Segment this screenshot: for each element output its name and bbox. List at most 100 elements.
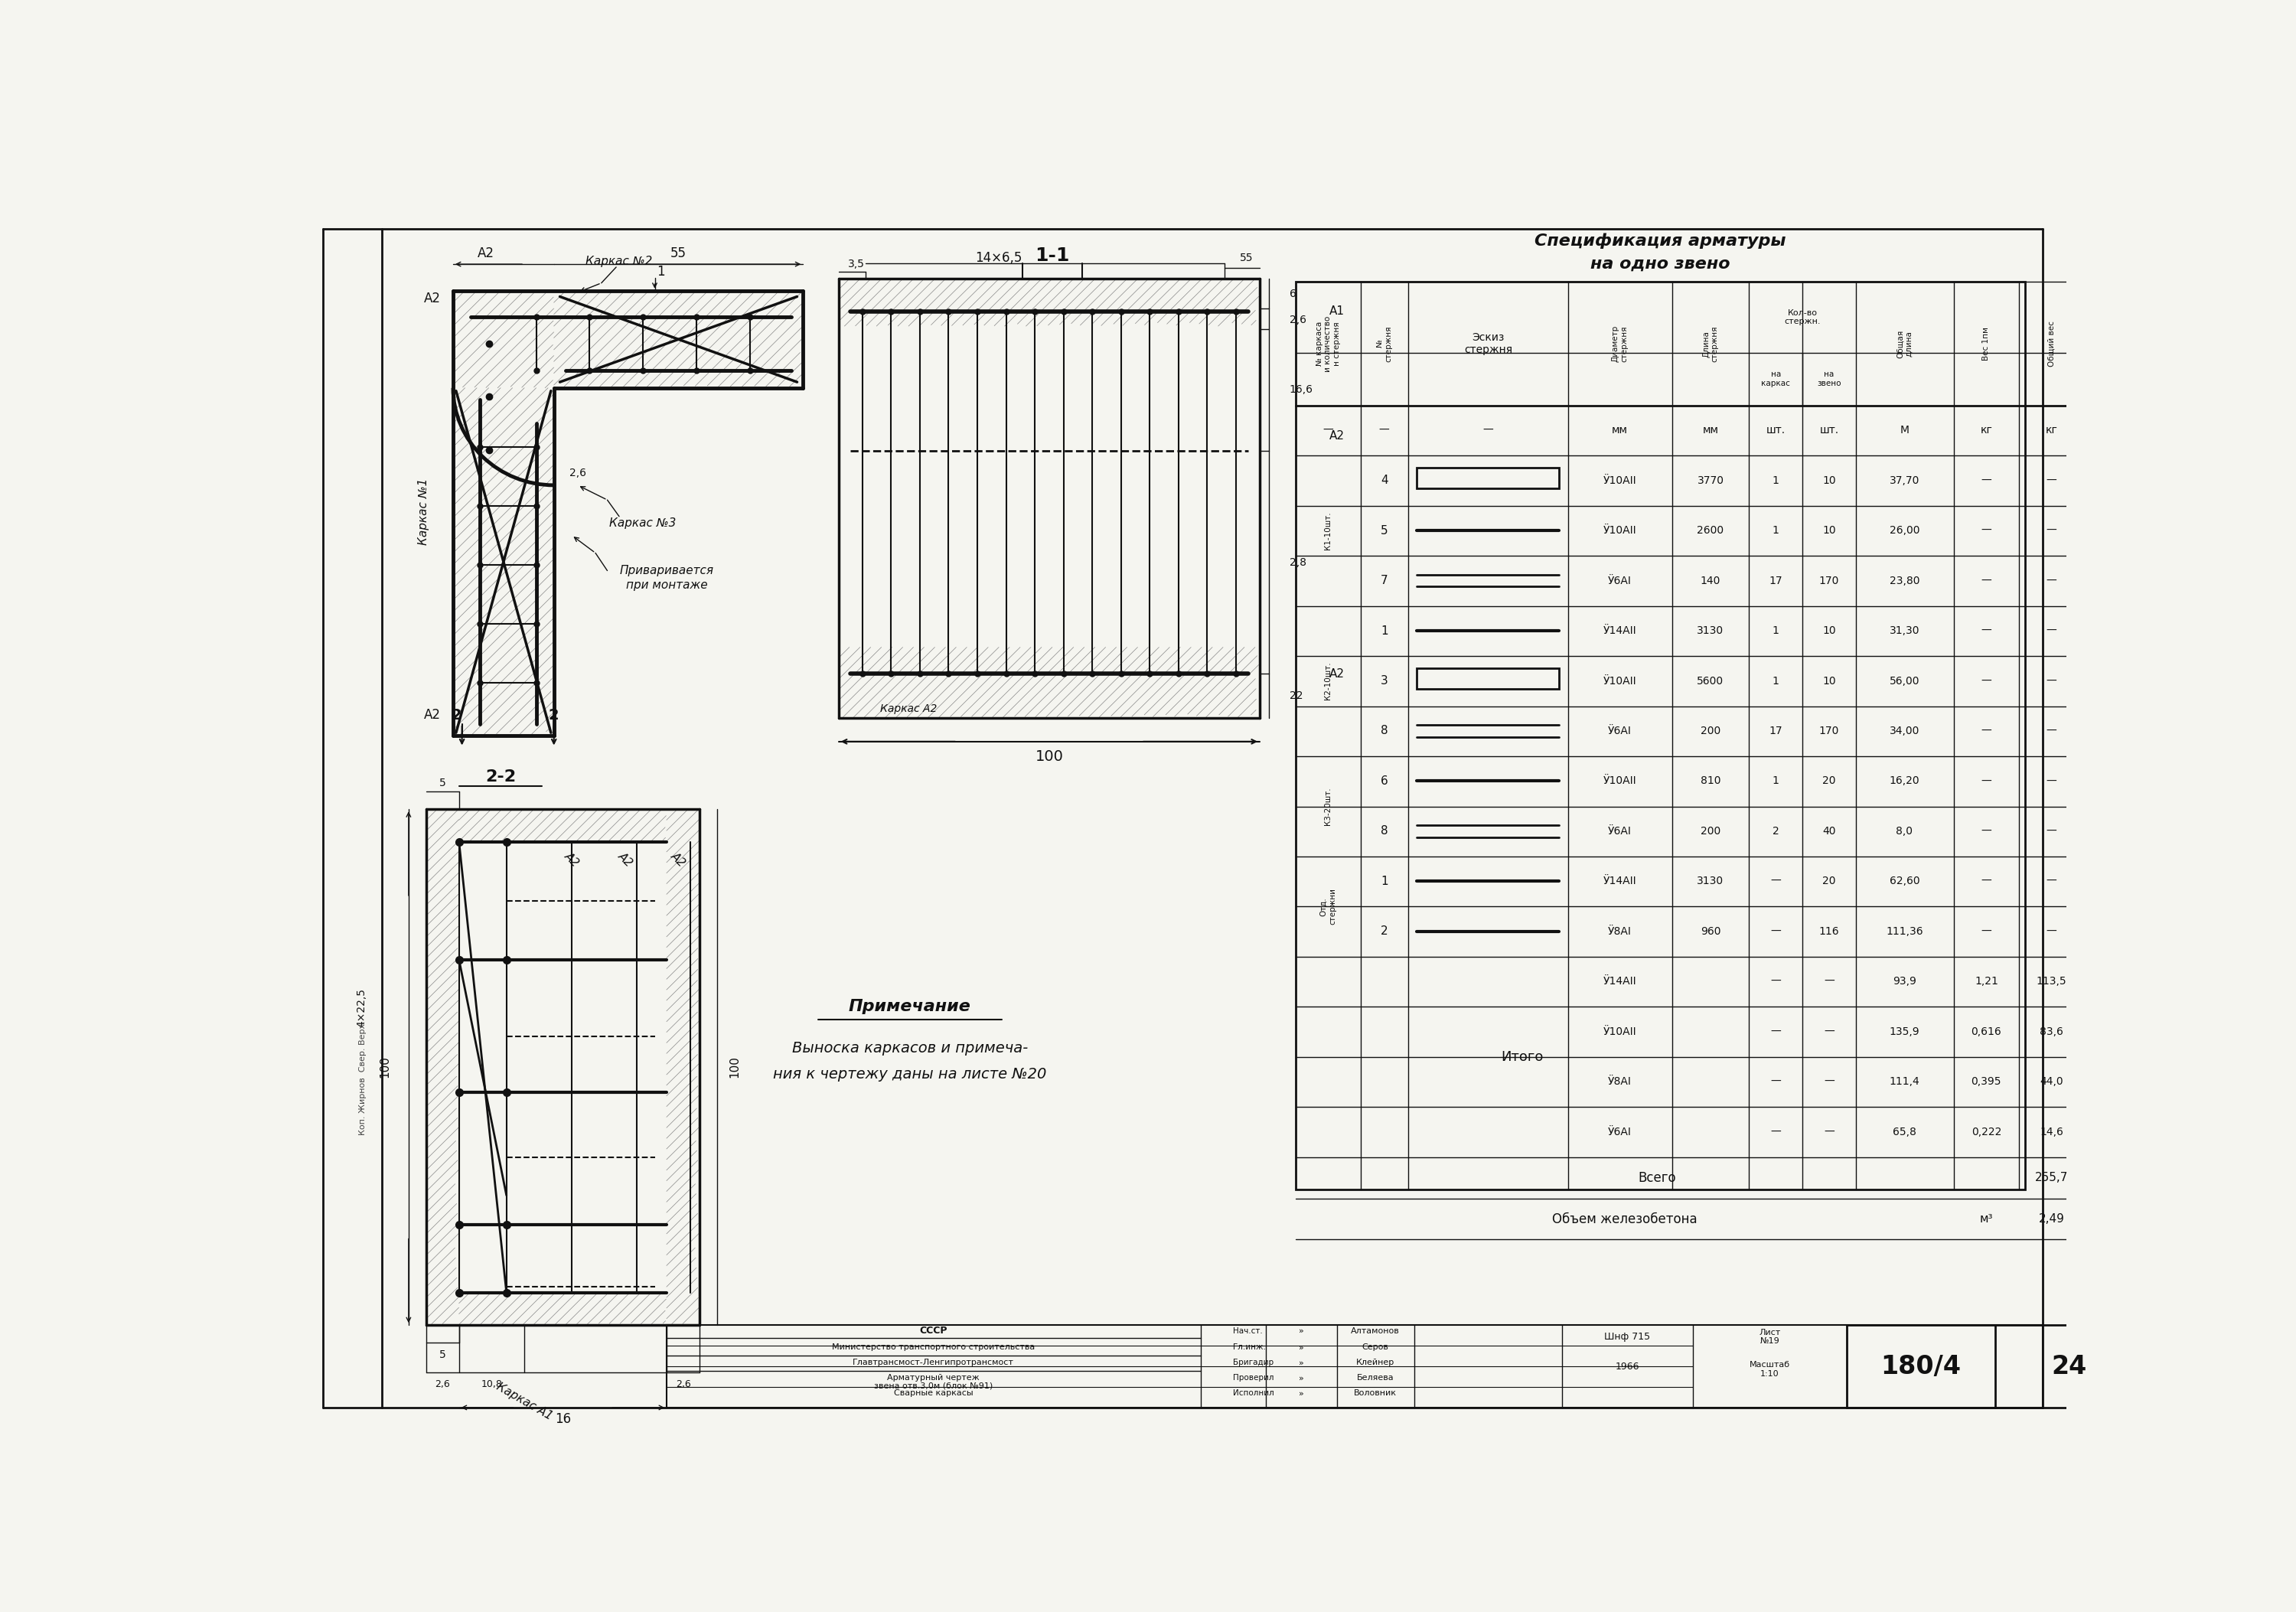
Text: 1: 1 bbox=[1380, 875, 1389, 887]
Text: 62,60: 62,60 bbox=[1890, 875, 1919, 887]
Text: 100: 100 bbox=[730, 1056, 742, 1078]
Text: на
звено: на звено bbox=[1816, 371, 1841, 387]
Text: 4×22,5: 4×22,5 bbox=[356, 988, 367, 1027]
Text: —: — bbox=[2046, 476, 2057, 485]
Text: —: — bbox=[1770, 977, 1782, 987]
Text: А2: А2 bbox=[425, 708, 441, 722]
Text: 3130: 3130 bbox=[1697, 875, 1724, 887]
Text: —: — bbox=[1981, 476, 1991, 485]
Text: —: — bbox=[1823, 1127, 1835, 1136]
Text: Коп. Жирнов  Свер. Верх.: Коп. Жирнов Свер. Верх. bbox=[358, 1020, 367, 1135]
Text: А2: А2 bbox=[563, 850, 581, 869]
Text: 4: 4 bbox=[1380, 474, 1389, 487]
Text: Исполнил: Исполнил bbox=[1233, 1390, 1274, 1398]
Text: Ӱ14АII: Ӱ14АII bbox=[1603, 625, 1637, 637]
Text: № каркаса
и количество
н стержня: № каркаса и количество н стержня bbox=[1316, 316, 1341, 372]
Text: Ӱ14АII: Ӱ14АII bbox=[1603, 977, 1637, 987]
Text: Ӱ14АII: Ӱ14АII bbox=[1603, 875, 1637, 887]
Text: —: — bbox=[2046, 675, 2057, 687]
Text: —: — bbox=[1823, 1077, 1835, 1086]
Text: 17: 17 bbox=[1768, 575, 1782, 587]
Text: 1: 1 bbox=[1773, 675, 1779, 687]
Text: 1966: 1966 bbox=[1616, 1362, 1639, 1372]
Text: Каркас №3: Каркас №3 bbox=[608, 517, 677, 529]
Text: Вес 1пм: Вес 1пм bbox=[1981, 327, 1991, 361]
Text: 10,8: 10,8 bbox=[480, 1378, 503, 1390]
Text: 810: 810 bbox=[1701, 775, 1720, 787]
Text: 7: 7 bbox=[1380, 575, 1389, 587]
Text: Ӱ10АII: Ӱ10АII bbox=[1603, 476, 1637, 485]
Text: 1-1: 1-1 bbox=[1035, 247, 1070, 264]
Text: Алтамонов: Алтамонов bbox=[1350, 1327, 1401, 1335]
Text: 111,4: 111,4 bbox=[1890, 1077, 1919, 1086]
Text: Шнф 715: Шнф 715 bbox=[1605, 1332, 1651, 1341]
Text: 5: 5 bbox=[439, 777, 445, 788]
Text: К3-20шт.: К3-20шт. bbox=[1325, 787, 1332, 825]
Text: 37,70: 37,70 bbox=[1890, 476, 1919, 485]
Text: Длина
стержня: Длина стержня bbox=[1701, 326, 1720, 363]
Bar bbox=[666, 1325, 2043, 1407]
Text: 16: 16 bbox=[556, 1412, 572, 1427]
Text: 55: 55 bbox=[1240, 253, 1254, 264]
Text: 135,9: 135,9 bbox=[1890, 1027, 1919, 1037]
Text: 960: 960 bbox=[1701, 925, 1720, 937]
Text: Лист
№19: Лист №19 bbox=[1759, 1328, 1782, 1344]
Text: 113,5: 113,5 bbox=[2037, 977, 2066, 987]
Text: А2: А2 bbox=[1329, 430, 1345, 442]
Text: А2: А2 bbox=[615, 850, 634, 869]
Text: 2600: 2600 bbox=[1697, 526, 1724, 535]
Text: 24: 24 bbox=[2053, 1354, 2087, 1378]
Text: —: — bbox=[2046, 825, 2057, 837]
Text: Ӱ6АI: Ӱ6АI bbox=[1607, 575, 1632, 587]
Text: 20: 20 bbox=[1823, 775, 1837, 787]
Text: —: — bbox=[1981, 675, 1991, 687]
Text: Министерство транспортного строительства: Министерство транспортного строительства bbox=[831, 1344, 1035, 1351]
Text: К2-10шт.: К2-10шт. bbox=[1325, 663, 1332, 700]
Text: мм: мм bbox=[1612, 426, 1628, 435]
Text: 3770: 3770 bbox=[1697, 476, 1724, 485]
Text: »: » bbox=[1300, 1359, 1304, 1367]
Text: —: — bbox=[1981, 625, 1991, 637]
Text: 1: 1 bbox=[1773, 526, 1779, 535]
Text: 200: 200 bbox=[1701, 825, 1720, 837]
Text: »: » bbox=[1300, 1344, 1304, 1351]
Text: Ӱ10АII: Ӱ10АII bbox=[1603, 675, 1637, 687]
Text: 2: 2 bbox=[549, 708, 560, 722]
Text: Серов: Серов bbox=[1362, 1344, 1389, 1351]
Text: 1: 1 bbox=[1773, 775, 1779, 787]
Text: 3: 3 bbox=[1380, 675, 1389, 687]
Text: 2,6: 2,6 bbox=[569, 467, 585, 479]
Text: —: — bbox=[2046, 625, 2057, 637]
Text: 10: 10 bbox=[1823, 675, 1837, 687]
Text: Арматурный чертеж: Арматурный чертеж bbox=[886, 1375, 980, 1381]
Text: на одно звено: на одно звено bbox=[1591, 256, 1729, 272]
Text: А1: А1 bbox=[1329, 306, 1345, 318]
Text: 111,36: 111,36 bbox=[1885, 925, 1924, 937]
Text: —: — bbox=[1981, 875, 1991, 887]
Text: 2,6: 2,6 bbox=[1290, 314, 1306, 326]
Text: Сварные каркасы: Сварные каркасы bbox=[893, 1390, 974, 1398]
Text: Каркас №2: Каркас №2 bbox=[585, 255, 652, 268]
Text: 0,222: 0,222 bbox=[1972, 1127, 2002, 1136]
Text: Ӱ8АI: Ӱ8АI bbox=[1607, 1077, 1632, 1086]
Text: Всего: Всего bbox=[1637, 1170, 1676, 1185]
Text: 5: 5 bbox=[439, 1349, 445, 1361]
Text: 140: 140 bbox=[1701, 575, 1720, 587]
Text: 8: 8 bbox=[1380, 725, 1389, 737]
Text: —: — bbox=[1483, 426, 1492, 435]
Text: —: — bbox=[1981, 775, 1991, 787]
Text: —: — bbox=[1981, 925, 1991, 937]
Text: м³: м³ bbox=[1979, 1214, 1993, 1225]
Bar bbox=[1417, 467, 1559, 488]
Text: 100: 100 bbox=[1035, 750, 1063, 764]
Text: —: — bbox=[1322, 426, 1334, 435]
Text: Примечание: Примечание bbox=[850, 999, 971, 1014]
Text: 6: 6 bbox=[1290, 289, 1297, 298]
Text: Масштаб
1:10: Масштаб 1:10 bbox=[1750, 1361, 1791, 1378]
Text: шт.: шт. bbox=[1766, 426, 1786, 435]
Text: Ӱ6АI: Ӱ6АI bbox=[1607, 1127, 1632, 1136]
Text: А2: А2 bbox=[1329, 667, 1345, 680]
Text: 31,30: 31,30 bbox=[1890, 625, 1919, 637]
Bar bbox=[1417, 667, 1559, 688]
Text: Ӱ10АII: Ӱ10АII bbox=[1603, 1027, 1637, 1037]
